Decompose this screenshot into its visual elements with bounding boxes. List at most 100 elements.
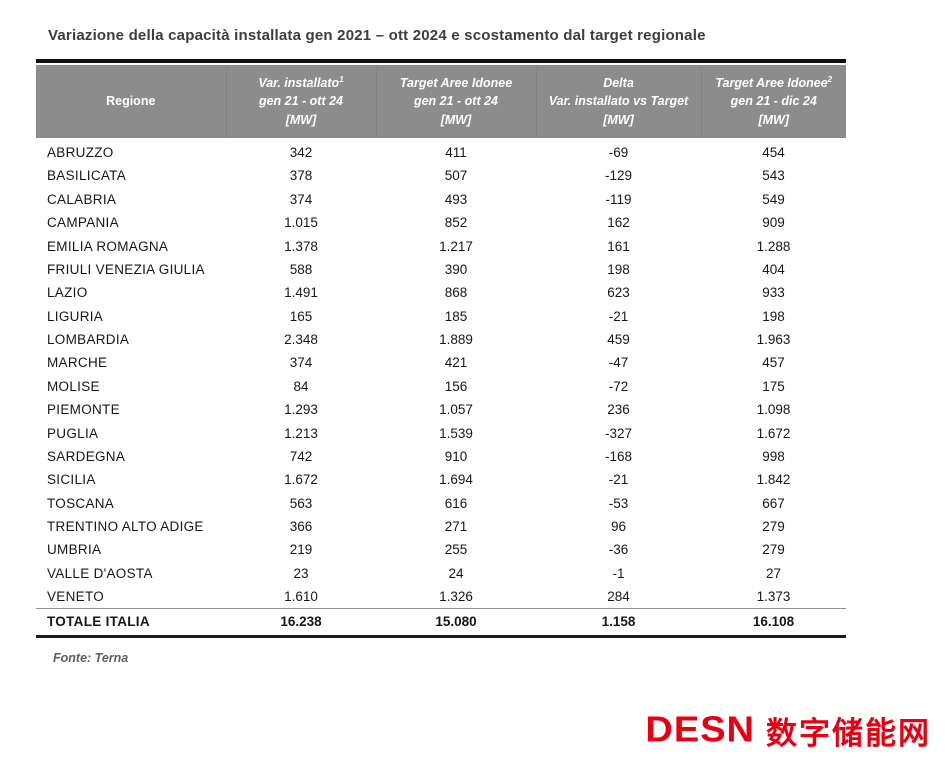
value-cell: 404 [762,261,785,277]
table-row: VENETO 1.610 1.326 284 1.373 [36,585,846,609]
value-cell: 2.348 [284,332,318,347]
region-cell: SARDEGNA [47,448,126,464]
value-cell: 543 [762,168,785,184]
value-cell: 27 [765,565,782,581]
top-rule [36,59,846,63]
value-cell: 933 [762,285,785,301]
value-cell: 165 [289,308,313,324]
table-row: ABRUZZO 342 411 -69 454 [36,138,846,164]
value-cell: 667 [762,495,785,511]
column-header: Regione [36,65,226,138]
table-row: TRENTINO ALTO ADIGE 366 271 96 279 [36,515,846,538]
value-cell: 909 [762,215,785,231]
value-cell: -1 [612,565,625,581]
value-cell: 1.288 [756,238,791,254]
capacity-table: Regione Var. installato1 gen 21 - ott 24 [M… [36,65,846,638]
region-cell: CAMPANIA [47,215,119,231]
value-cell: 588 [289,261,313,277]
value-cell: 1.672 [284,472,318,488]
value-cell: 623 [607,285,630,301]
value-cell: 1.694 [439,472,473,488]
value-cell: 284 [607,589,630,605]
value-cell: -47 [608,355,629,371]
value-cell: 1.213 [284,425,318,441]
value-cell: 255 [444,542,468,558]
value-cell: 175 [762,378,785,394]
table-row: CALABRIA 374 493 -119 549 [36,188,846,211]
value-cell: 84 [293,378,309,394]
table-row: TOSCANA 563 616 -53 667 [36,491,846,514]
value-cell: 366 [289,519,313,534]
value-cell: -21 [608,308,629,324]
value-cell: 1.293 [284,402,318,418]
figure-title: Variazione della capacità installata gen… [48,27,706,44]
value-cell: 16.238 [226,608,376,636]
value-cell: 852 [444,215,468,231]
value-cell: 198 [607,261,630,277]
value-cell: 161 [607,238,630,254]
value-cell: 342 [289,145,313,160]
value-cell: 279 [762,519,785,534]
value-cell: 549 [762,191,785,207]
value-cell: 236 [607,402,630,418]
value-cell: 1.378 [284,238,318,254]
table-row: UMBRIA 219 255 -36 279 [36,538,846,561]
value-cell: 374 [289,191,313,207]
region-cell: TRENTINO ALTO ADIGE [47,519,204,534]
table-row: LAZIO 1.491 868 623 933 [36,281,846,304]
value-cell: 1.057 [439,402,473,418]
region-cell: UMBRIA [47,542,102,558]
value-cell: 1.158 [536,608,701,636]
value-cell: 1.326 [439,589,473,605]
value-cell: 279 [762,542,785,558]
table-row: MARCHE 374 421 -47 457 [36,351,846,374]
value-cell: 378 [289,168,313,184]
value-cell: 1.539 [439,425,473,441]
value-cell: 507 [444,168,468,184]
value-cell: 910 [444,448,468,464]
column-header: Var. installato1 gen 21 - ott 24 [MW] [225,65,376,138]
value-cell: 459 [607,332,630,347]
column-header: Delta Var. installato vs Target [MW] [535,65,701,138]
value-cell: 156 [444,378,468,394]
value-cell: 374 [289,355,313,371]
region-cell: TOSCANA [47,495,115,511]
value-cell: 1.889 [439,332,473,347]
region-cell: ABRUZZO [47,145,114,160]
value-cell: 457 [762,355,785,371]
region-cell: MOLISE [47,378,100,394]
value-cell: 1.672 [756,425,791,441]
table-body: ABRUZZO 342 411 -69 454 BASILICATA 378 507 -129 5… [36,138,846,636]
desn-logo: DESN 数字储能网 [645,708,931,753]
value-cell: 390 [444,261,468,277]
table-row: MOLISE 84 156 -72 175 [36,375,846,398]
value-cell: -72 [608,378,629,394]
table-row: SARDEGNA 742 910 -168 998 [36,445,846,468]
value-cell: 998 [762,448,785,464]
region-cell: SICILIA [47,472,96,488]
region-cell: VENETO [47,589,105,605]
value-cell: 742 [289,448,313,464]
value-cell: 1.373 [756,589,791,605]
region-cell: TOTALE ITALIA [36,608,226,636]
value-cell: 421 [444,355,468,371]
value-cell: 24 [448,565,464,581]
table-row: LOMBARDIA 2.348 1.889 459 1.963 [36,328,846,351]
desn-logo-latin-text: DESN [645,710,755,750]
value-cell: 1.015 [284,215,318,231]
value-cell: 185 [444,308,468,324]
value-cell: 1.963 [756,332,791,347]
region-cell: PIEMONTE [47,402,120,418]
value-cell: 411 [445,145,467,160]
table-row: PIEMONTE 1.293 1.057 236 1.098 [36,398,846,421]
value-cell: 198 [762,308,785,324]
region-cell: LAZIO [47,285,88,301]
region-cell: MARCHE [47,355,108,371]
region-cell: PUGLIA [47,425,99,441]
value-cell: 1.491 [284,285,318,301]
source-note: Fonte: Terna [53,650,129,665]
capacity-table-figure: Variazione della capacità installata gen… [36,0,846,665]
desn-logo-chinese-text: 数字储能网 [766,716,931,751]
value-cell: -327 [604,425,633,441]
value-cell: -53 [608,495,629,511]
